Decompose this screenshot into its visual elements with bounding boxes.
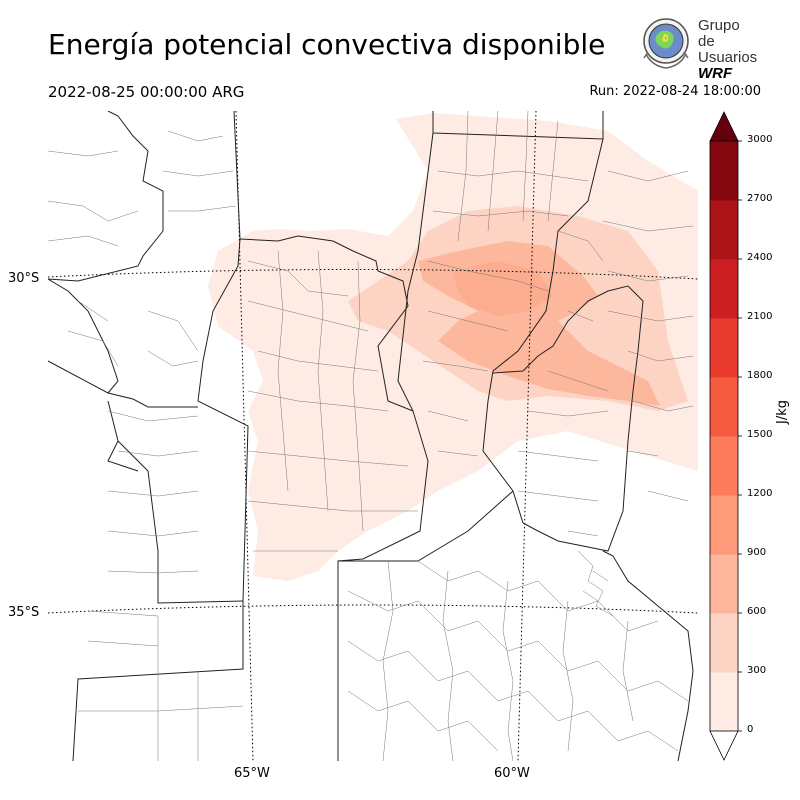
logo-line1: Grupo de [698, 17, 740, 50]
lat-label-35s: 35°S [8, 605, 40, 620]
logo-line2: Usuarios [698, 49, 758, 66]
colorbar-bin-4 [710, 436, 738, 496]
parallel-30s [48, 268, 698, 280]
globe-emblem-icon [643, 18, 689, 69]
border-santiago-west [233, 111, 241, 240]
lon-label-60w: 60°W [494, 766, 530, 781]
colorbar-tick-label-1200: 1200 [747, 488, 773, 499]
cape-map [48, 111, 698, 761]
colorbar-bin-6 [710, 318, 738, 378]
colorbar-tick-label-1800: 1800 [747, 370, 773, 381]
colorbar-unit: J/kg [775, 400, 790, 424]
colorbar-bin-3 [710, 495, 738, 555]
border-sanluis [107, 400, 244, 604]
colorbar [709, 111, 742, 761]
colorbar-tick-label-3000: 3000 [747, 134, 773, 145]
colorbar-bin-0 [710, 672, 738, 732]
colorbar-tick-label-900: 900 [747, 547, 767, 558]
colorbar-tick-label-300: 300 [747, 665, 767, 676]
colorbar-bin-7 [710, 259, 738, 319]
border-rio-plata [602, 550, 694, 761]
grupo-usuarios-wrf-logo: Grupo de Usuarios WRF [638, 16, 760, 82]
meridian-60w [517, 111, 537, 761]
colorbar-tick-label-2100: 2100 [747, 311, 773, 322]
province-borders [48, 111, 694, 761]
valid-time: 2022-08-25 00:00:00 ARG [48, 83, 245, 101]
border-santafe-east [482, 138, 604, 524]
border-cordoba [197, 235, 414, 602]
colorbar-extend-high [709, 111, 739, 142]
border-santiago-santafe [432, 111, 604, 140]
lat-label-30s: 30°S [8, 271, 40, 286]
cape-level-600-900 [418, 241, 660, 406]
run-time: Run: 2022-08-24 18:00:00 [589, 84, 761, 99]
logo-wrf: WRF [698, 65, 733, 82]
border-catamarca [48, 111, 164, 282]
colorbar-tick-label-2700: 2700 [747, 193, 773, 204]
colorbar-bin-5 [710, 377, 738, 437]
colorbar-bin-1 [710, 613, 738, 673]
colorbar-bin-2 [710, 554, 738, 614]
border-entrerios [492, 285, 644, 552]
cape-field [208, 113, 698, 581]
colorbar-tick-label-0: 0 [747, 724, 754, 735]
parallel-35s [48, 604, 698, 614]
border-santafe-west [337, 132, 434, 761]
colorbar-bin-8 [710, 200, 738, 260]
cape-level-900-1200 [453, 261, 553, 316]
colorbar-tick-label-1500: 1500 [747, 429, 773, 440]
colorbar-tick-label-600: 600 [747, 606, 767, 617]
colorbar-bin-9 [710, 141, 738, 201]
colorbar-tick-label-2400: 2400 [747, 252, 773, 263]
border-buenosaires [337, 490, 514, 761]
department-borders [48, 111, 694, 761]
border-larioja-sanjuan [48, 278, 198, 408]
border-lapampa [72, 601, 244, 761]
map-title: Energía potencial convectiva disponible [48, 28, 606, 61]
lon-label-65w: 65°W [234, 766, 270, 781]
colorbar-extend-low [709, 730, 739, 761]
